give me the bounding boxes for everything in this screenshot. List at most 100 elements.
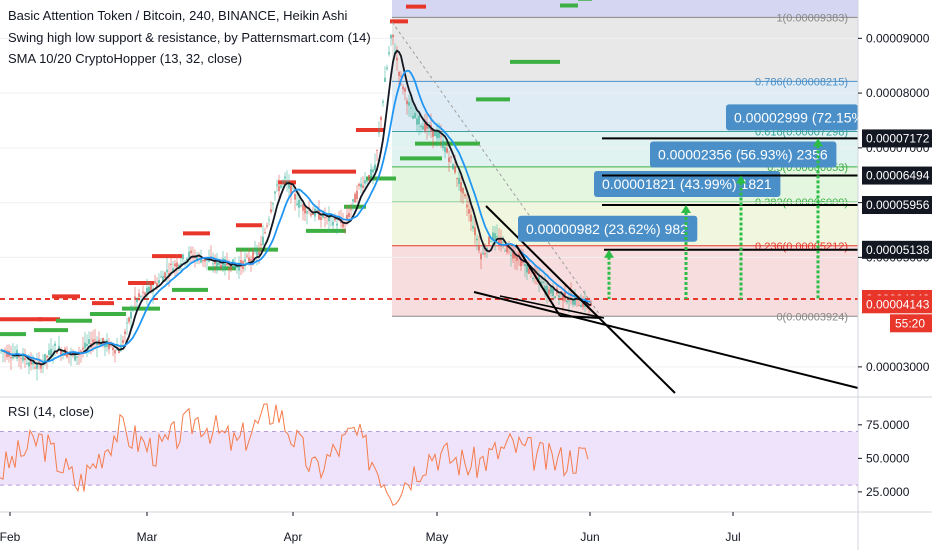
- target-arrow-head: [681, 205, 691, 214]
- rsi-legend[interactable]: RSI (14, close): [8, 404, 94, 419]
- candle-body: [212, 263, 214, 265]
- candle-body: [478, 246, 480, 251]
- candle-body: [466, 204, 468, 208]
- candle-body: [114, 350, 116, 354]
- candle-body: [128, 317, 130, 322]
- target-label-text: 0.00002999 (72.15%: [734, 109, 864, 125]
- candle-body: [276, 184, 278, 186]
- candle-body: [552, 288, 554, 296]
- candle-body: [12, 354, 14, 359]
- candle-body: [318, 209, 320, 220]
- candle-body: [384, 77, 386, 82]
- candle-body: [48, 350, 50, 355]
- candle-body: [200, 258, 202, 263]
- candle-body: [516, 256, 518, 261]
- candle-body: [452, 164, 454, 170]
- candle-body: [346, 214, 348, 221]
- candle-body: [560, 293, 562, 295]
- target-label-text: 0.00000982 (23.62%) 982: [526, 221, 688, 237]
- candle-body: [138, 293, 140, 298]
- candle-body: [520, 257, 522, 267]
- candle-body: [396, 57, 398, 61]
- target-arrow-head: [736, 175, 746, 184]
- candle-body: [454, 166, 456, 173]
- target-label-box: [518, 215, 698, 242]
- candle-body: [272, 203, 274, 205]
- candle-body: [388, 52, 390, 55]
- candle-body: [500, 238, 502, 245]
- candle-body: [224, 259, 226, 267]
- candle-body: [444, 146, 446, 152]
- candle-body: [446, 147, 448, 153]
- study-swing-legend[interactable]: Swing high low support & resistance, by …: [8, 30, 371, 45]
- candle-body: [324, 217, 326, 219]
- candle-body: [514, 253, 516, 259]
- time-axis[interactable]: Feb Mar Apr May Jun Jul: [0, 512, 741, 544]
- time-tick-label: Jul: [725, 530, 740, 544]
- candle-body: [434, 130, 436, 137]
- candle-body: [498, 239, 500, 245]
- price-tag: [862, 166, 932, 185]
- price-series: [0, 34, 592, 381]
- time-tick-label: Mar: [137, 530, 158, 544]
- candle-body: [190, 250, 192, 254]
- candle-body: [352, 199, 354, 202]
- candle-body: [538, 276, 540, 281]
- rsi-tick-label: 75.0000: [866, 418, 910, 432]
- candle-body: [118, 351, 120, 354]
- candle-body: [418, 115, 420, 125]
- candle-body: [364, 180, 366, 184]
- candle-body: [416, 118, 418, 125]
- target-arrow-head: [604, 249, 614, 258]
- trend-lines[interactable]: [391, 21, 859, 394]
- price-tick-label: 0.00009000: [866, 31, 930, 45]
- candle-body: [140, 296, 142, 297]
- candle-body: [290, 185, 292, 196]
- sma-slow-line: [0, 69, 592, 363]
- candle-body: [126, 322, 128, 324]
- candle-body: [488, 236, 490, 245]
- candle-body: [300, 205, 302, 207]
- candle-body: [160, 276, 162, 278]
- candle-body: [308, 209, 310, 211]
- price-scale[interactable]: 0.000090000.000080000.000070000.00006000…: [858, 31, 932, 374]
- time-tick-label: Jun: [580, 530, 599, 544]
- candle-body: [448, 157, 450, 162]
- candle-body: [376, 149, 378, 151]
- candle-body: [286, 181, 288, 184]
- candle-body: [112, 347, 114, 351]
- candle-body: [18, 355, 20, 358]
- candle-body: [548, 289, 550, 295]
- candle-body: [494, 233, 496, 242]
- candle-body: [356, 190, 358, 200]
- wedge-line-a: [515, 244, 561, 317]
- candle-body: [368, 175, 370, 181]
- candle-body: [304, 206, 306, 214]
- candle-body: [172, 268, 174, 272]
- price-tag-label: 0.00005138: [866, 243, 930, 257]
- target-measurements[interactable]: 0.00000982 (23.62%) 982 0.00001821 (43.99…: [518, 104, 864, 299]
- candle-body: [50, 349, 52, 357]
- candle-body: [74, 351, 76, 361]
- candle-body: [56, 352, 58, 354]
- candle-body: [148, 286, 150, 292]
- candle-body: [216, 259, 218, 267]
- candle-body: [86, 343, 88, 347]
- candle-body: [60, 350, 62, 356]
- study-sma-legend[interactable]: SMA 10/20 CryptoHopper (13, 32, close): [8, 51, 243, 66]
- candle-body: [438, 132, 440, 138]
- candle-body: [450, 156, 452, 158]
- upper-trend-line: [485, 205, 676, 394]
- candle-body: [46, 355, 48, 358]
- price-tag-label: 0.00006494: [866, 169, 930, 183]
- price-tag: [862, 196, 932, 215]
- candle-body: [174, 263, 176, 267]
- candle-body: [170, 263, 172, 265]
- price-tag-label: 0.00004143: [866, 297, 930, 311]
- rsi-pane[interactable]: 75.0000 50.0000 25.0000: [0, 403, 910, 506]
- chart-title: Basic Attention Token / Bitcoin, 240, BI…: [8, 8, 348, 23]
- candle-body: [244, 259, 246, 263]
- price-tick-label: 0.00003000: [866, 360, 930, 374]
- candle-body: [292, 188, 294, 190]
